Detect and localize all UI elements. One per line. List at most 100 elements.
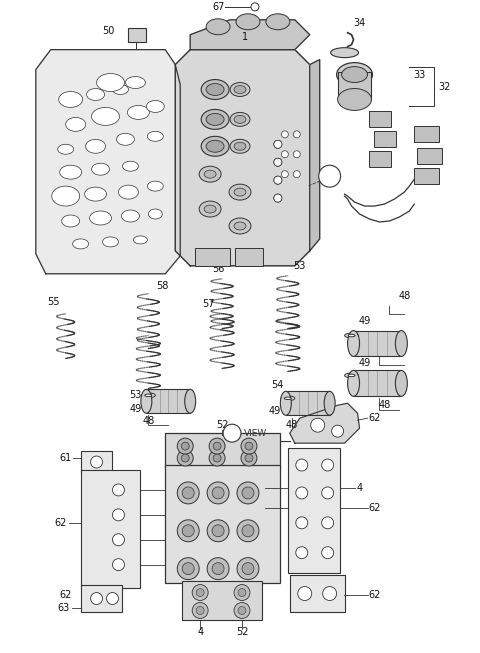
Circle shape (293, 170, 300, 178)
Ellipse shape (112, 84, 129, 95)
Circle shape (322, 517, 334, 529)
Circle shape (182, 487, 194, 499)
Ellipse shape (122, 161, 138, 171)
Circle shape (242, 563, 254, 575)
Ellipse shape (284, 397, 291, 400)
Text: 49: 49 (129, 404, 142, 414)
Text: 56: 56 (212, 264, 224, 274)
Ellipse shape (199, 167, 221, 182)
Ellipse shape (234, 86, 246, 93)
Ellipse shape (234, 142, 246, 150)
Ellipse shape (141, 389, 152, 413)
Text: 52: 52 (216, 420, 228, 430)
Text: 49: 49 (269, 406, 281, 416)
Bar (165, 433, 280, 468)
Circle shape (242, 487, 254, 499)
Circle shape (181, 442, 189, 450)
Bar (417, 148, 442, 164)
Ellipse shape (133, 236, 147, 244)
Ellipse shape (236, 14, 260, 30)
Ellipse shape (337, 89, 372, 110)
Bar (81, 451, 112, 473)
Circle shape (274, 158, 282, 167)
Text: 62: 62 (368, 503, 381, 513)
Text: 54: 54 (272, 380, 284, 390)
Text: VIEW: VIEW (244, 428, 267, 438)
Bar (235, 248, 263, 266)
Ellipse shape (206, 84, 224, 95)
Ellipse shape (52, 186, 80, 206)
Polygon shape (190, 20, 310, 50)
Ellipse shape (230, 112, 250, 127)
Circle shape (242, 525, 254, 537)
Circle shape (274, 194, 282, 202)
Ellipse shape (396, 370, 408, 396)
Ellipse shape (281, 396, 295, 401)
Text: 62: 62 (368, 413, 381, 423)
Circle shape (112, 559, 124, 571)
Circle shape (107, 592, 119, 605)
Text: 48: 48 (378, 400, 391, 410)
Ellipse shape (147, 131, 163, 141)
Circle shape (311, 418, 324, 432)
Text: A: A (229, 428, 235, 438)
Bar (288, 448, 340, 573)
Bar (146, 389, 190, 413)
Ellipse shape (96, 74, 124, 91)
Text: 52: 52 (236, 628, 248, 637)
Ellipse shape (103, 237, 119, 247)
Circle shape (177, 520, 199, 542)
Text: 63: 63 (58, 603, 70, 613)
Circle shape (196, 588, 204, 597)
Ellipse shape (125, 76, 145, 89)
Circle shape (274, 140, 282, 148)
Circle shape (296, 517, 308, 529)
Bar (414, 168, 439, 184)
Ellipse shape (84, 187, 107, 201)
Ellipse shape (72, 239, 89, 249)
Circle shape (332, 425, 344, 437)
Text: 62: 62 (368, 590, 381, 599)
Circle shape (234, 603, 250, 618)
Polygon shape (310, 59, 320, 251)
Text: 48: 48 (398, 291, 410, 300)
Bar (370, 112, 391, 127)
Circle shape (112, 534, 124, 546)
Text: 49: 49 (359, 358, 371, 368)
Text: 61: 61 (60, 453, 72, 463)
Circle shape (241, 438, 257, 454)
Bar (414, 127, 439, 142)
Bar (165, 465, 280, 582)
Circle shape (298, 586, 312, 601)
Ellipse shape (201, 80, 229, 99)
Ellipse shape (206, 19, 230, 35)
Ellipse shape (117, 133, 134, 145)
Text: 67: 67 (212, 2, 224, 12)
Circle shape (238, 607, 246, 614)
Circle shape (296, 547, 308, 559)
Circle shape (181, 454, 189, 462)
Circle shape (223, 424, 241, 442)
Text: 48: 48 (286, 420, 298, 430)
Ellipse shape (119, 185, 138, 199)
Circle shape (245, 454, 253, 462)
Ellipse shape (145, 394, 152, 396)
Circle shape (274, 176, 282, 184)
Circle shape (177, 450, 193, 466)
Ellipse shape (201, 136, 229, 156)
Ellipse shape (206, 140, 224, 152)
Text: 58: 58 (156, 281, 168, 291)
Circle shape (212, 525, 224, 537)
Text: A: A (327, 172, 333, 181)
Circle shape (322, 459, 334, 471)
Ellipse shape (204, 170, 216, 178)
Text: 48: 48 (142, 416, 155, 426)
Circle shape (296, 459, 308, 471)
Circle shape (177, 558, 199, 580)
Text: 55: 55 (48, 296, 60, 307)
Circle shape (251, 3, 259, 11)
Circle shape (241, 450, 257, 466)
Circle shape (293, 151, 300, 158)
Circle shape (196, 607, 204, 614)
Ellipse shape (92, 108, 120, 125)
